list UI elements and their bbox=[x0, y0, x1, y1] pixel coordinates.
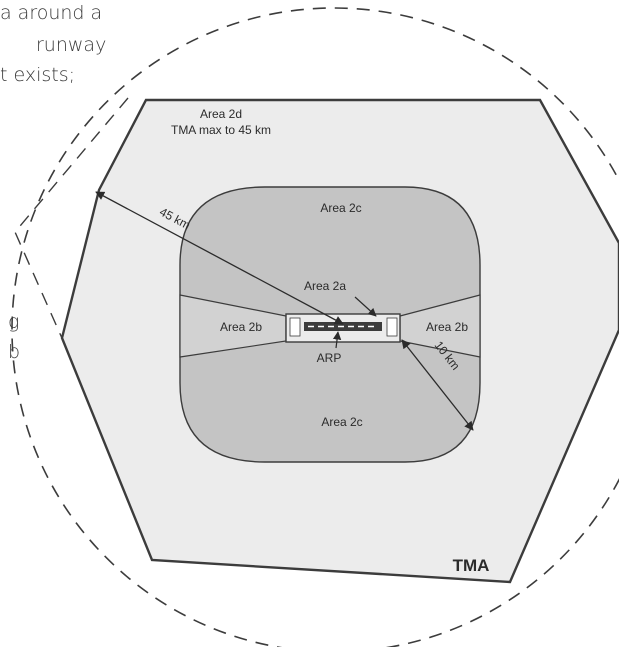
text-fragment-line: b bbox=[8, 341, 21, 363]
label-area-2c-top: Area 2c bbox=[320, 201, 361, 215]
label-area-2a: Area 2a bbox=[304, 279, 346, 293]
label-area-2d: Area 2d bbox=[200, 107, 242, 121]
text-fragment: a around a bbox=[0, 0, 120, 28]
label-area-2c-bottom: Area 2c bbox=[321, 415, 362, 429]
text-fragment: g bbox=[0, 307, 40, 337]
arrow-area-2a bbox=[354, 296, 377, 317]
text-fragment-line: g bbox=[8, 311, 20, 333]
label-area-2d-sub: TMA max to 45 km bbox=[171, 123, 271, 137]
label-tma: TMA bbox=[453, 556, 490, 575]
label-arp: ARP bbox=[317, 351, 342, 365]
runway-end-right bbox=[386, 317, 398, 337]
label-area-2b-left: Area 2b bbox=[220, 320, 262, 334]
arrow-arp bbox=[332, 331, 342, 349]
text-fragment-line: runway bbox=[36, 34, 107, 56]
text-fragment: runway bbox=[0, 30, 120, 60]
text-fragment-line: a around a bbox=[0, 2, 103, 24]
runway-end-left bbox=[289, 317, 301, 337]
arrow-10km bbox=[401, 339, 474, 431]
text-fragment: b bbox=[0, 337, 40, 367]
text-fragment-line: t exists; bbox=[0, 64, 76, 86]
text-fragment: t exists; bbox=[0, 60, 120, 90]
arrow-45km bbox=[95, 191, 344, 325]
label-area-2b-right: Area 2b bbox=[426, 320, 468, 334]
